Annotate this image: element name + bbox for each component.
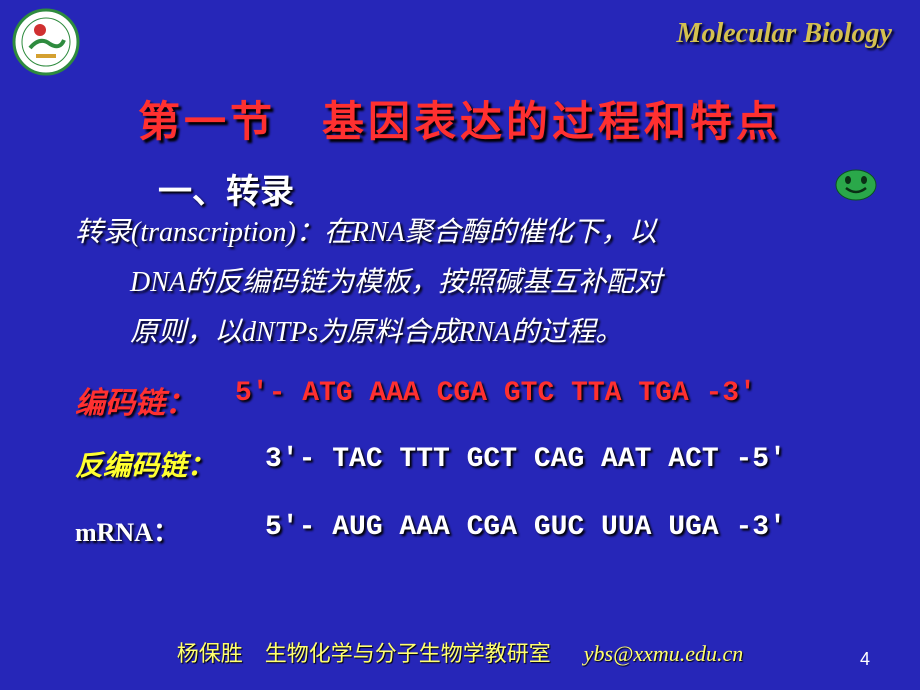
- mrna-row: mRNA： 5'- AUG AAA CGA GUC UUA UGA -3': [75, 512, 895, 549]
- header-subject: Molecular Biology: [677, 18, 892, 50]
- anticoding-sequence: 3'- TAC TTT GCT CAG AAT ACT -5': [265, 444, 786, 475]
- anticoding-label: 反编码链：: [75, 444, 215, 484]
- footer-email: ybs@xxmu.edu.cn: [584, 641, 744, 666]
- footer: 杨保胜 生物化学与分子生物学教研室 ybs@xxmu.edu.cn: [0, 636, 920, 668]
- section-heading: 一、转录: [158, 164, 294, 213]
- definition-text: 转录(transcription)：在RNA聚合酶的催化下，以 DNA的反编码链…: [75, 208, 875, 358]
- smiley-icon: [834, 168, 878, 202]
- definition-line3: 原则，以dNTPs为原料合成RNA的过程。: [75, 308, 875, 358]
- footer-author: 杨保胜 生物化学与分子生物学教研室: [177, 641, 551, 666]
- university-logo: [12, 8, 80, 76]
- page-number: 4: [860, 649, 870, 670]
- mrna-label: mRNA：: [75, 512, 179, 549]
- coding-strand-row: 编码链： 5'- ATG AAA CGA GTC TTA TGA -3': [75, 378, 895, 422]
- coding-label: 编码链：: [75, 378, 195, 422]
- definition-line1: 转录(transcription)：在RNA聚合酶的催化下，以: [75, 217, 657, 248]
- anticoding-strand-row: 反编码链： 3'- TAC TTT GCT CAG AAT ACT -5': [75, 444, 895, 484]
- coding-sequence: 5'- ATG AAA CGA GTC TTA TGA -3': [235, 378, 756, 409]
- slide-title: 第一节 基因表达的过程和特点: [0, 88, 920, 149]
- mrna-sequence: 5'- AUG AAA CGA GUC UUA UGA -3': [265, 512, 786, 543]
- definition-line2: DNA的反编码链为模板，按照碱基互补配对: [75, 258, 875, 308]
